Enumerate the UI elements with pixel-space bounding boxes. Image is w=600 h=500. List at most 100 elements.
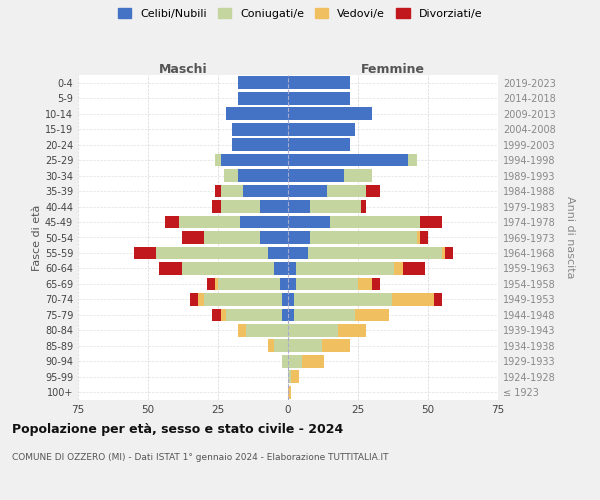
Bar — [283, 308, 288, 321]
Bar — [283, 355, 288, 368]
Bar — [246, 324, 288, 336]
Bar — [238, 169, 288, 182]
Bar — [221, 184, 243, 198]
Bar — [434, 293, 442, 306]
Bar — [190, 293, 199, 306]
Bar — [274, 262, 288, 275]
Bar — [288, 184, 327, 198]
Text: COMUNE DI OZZERO (MI) - Dati ISTAT 1° gennaio 2024 - Elaborazione TUTTITALIA.IT: COMUNE DI OZZERO (MI) - Dati ISTAT 1° ge… — [12, 452, 389, 462]
Bar — [288, 355, 302, 368]
Bar — [308, 246, 442, 260]
Bar — [392, 293, 434, 306]
Bar — [302, 355, 325, 368]
Bar — [288, 231, 310, 244]
Bar — [288, 293, 293, 306]
Bar — [268, 246, 288, 260]
Bar — [322, 340, 350, 352]
Bar — [157, 246, 268, 260]
Bar — [288, 138, 350, 151]
Bar — [296, 278, 358, 290]
Bar — [288, 108, 372, 120]
Bar — [221, 308, 226, 321]
Y-axis label: Anni di nascita: Anni di nascita — [565, 196, 575, 279]
Bar — [159, 262, 182, 275]
Bar — [134, 246, 157, 260]
Bar — [232, 138, 288, 151]
Text: Femmine: Femmine — [361, 63, 425, 76]
Bar — [238, 324, 246, 336]
Bar — [288, 123, 355, 136]
Bar — [344, 169, 372, 182]
Bar — [215, 184, 221, 198]
Bar — [288, 154, 409, 166]
Bar — [165, 216, 179, 228]
Bar — [243, 184, 288, 198]
Bar — [288, 324, 338, 336]
Bar — [445, 246, 453, 260]
Bar — [394, 262, 403, 275]
Bar — [204, 231, 260, 244]
Bar — [288, 169, 344, 182]
Bar — [226, 308, 283, 321]
Bar — [232, 123, 288, 136]
Bar — [367, 184, 380, 198]
Y-axis label: Fasce di età: Fasce di età — [32, 204, 42, 270]
Bar — [288, 200, 310, 213]
Bar — [199, 293, 204, 306]
Bar — [288, 262, 296, 275]
Bar — [288, 308, 293, 321]
Bar — [293, 293, 392, 306]
Bar — [419, 216, 442, 228]
Bar — [296, 262, 394, 275]
Bar — [221, 154, 288, 166]
Bar — [310, 231, 417, 244]
Bar — [238, 92, 288, 104]
Bar — [361, 200, 367, 213]
Bar — [283, 293, 288, 306]
Legend: Celibi/Nubili, Coniugati/e, Vedovi/e, Divorziati/e: Celibi/Nubili, Coniugati/e, Vedovi/e, Di… — [118, 8, 482, 19]
Bar — [403, 262, 425, 275]
Text: Popolazione per età, sesso e stato civile - 2024: Popolazione per età, sesso e stato civil… — [12, 422, 343, 436]
Bar — [288, 216, 330, 228]
Bar — [338, 324, 367, 336]
Bar — [288, 246, 308, 260]
Bar — [260, 200, 288, 213]
Bar — [417, 231, 419, 244]
Bar — [221, 200, 260, 213]
Bar — [212, 308, 221, 321]
Bar — [442, 246, 445, 260]
Bar — [207, 278, 215, 290]
Bar — [288, 386, 291, 398]
Bar — [182, 262, 274, 275]
Bar — [372, 278, 380, 290]
Text: Maschi: Maschi — [158, 63, 208, 76]
Bar — [291, 370, 299, 383]
Bar — [419, 231, 428, 244]
Bar — [288, 76, 350, 89]
Bar — [179, 216, 241, 228]
Bar — [288, 278, 296, 290]
Bar — [293, 308, 355, 321]
Bar — [212, 200, 221, 213]
Bar — [260, 231, 288, 244]
Bar — [226, 108, 288, 120]
Bar — [288, 370, 291, 383]
Bar — [241, 216, 288, 228]
Bar — [327, 184, 367, 198]
Bar — [288, 340, 322, 352]
Bar — [288, 92, 350, 104]
Bar — [310, 200, 361, 213]
Bar — [355, 308, 389, 321]
Bar — [238, 76, 288, 89]
Bar — [358, 278, 372, 290]
Bar — [182, 231, 204, 244]
Bar — [218, 278, 280, 290]
Bar — [215, 154, 221, 166]
Bar — [215, 278, 218, 290]
Bar — [204, 293, 283, 306]
Bar — [268, 340, 274, 352]
Bar — [330, 216, 419, 228]
Bar — [274, 340, 288, 352]
Bar — [280, 278, 288, 290]
Bar — [224, 169, 238, 182]
